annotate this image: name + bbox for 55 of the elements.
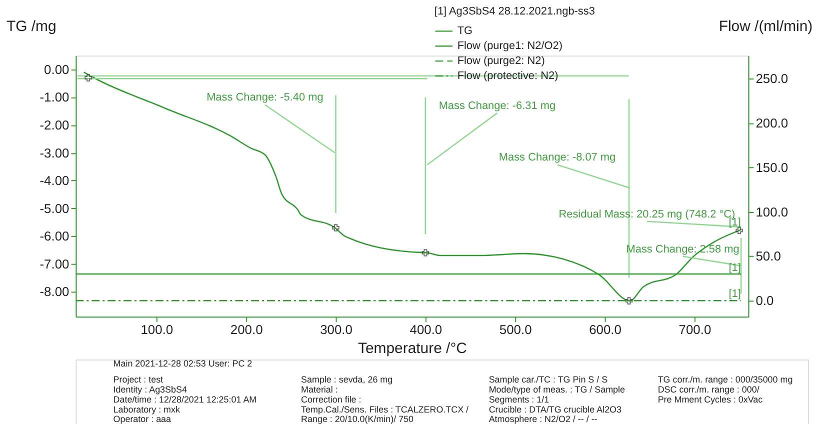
legend-title: [1] Ag3SbS4 28.12.2021.ngb-ss3 <box>434 6 595 18</box>
text: Temp.Cal./Sens. Files : TCALZERO.TCX / <box>301 404 470 414</box>
text: TG corr./m. range : 000/35000 mg <box>658 374 793 384</box>
legend-label: Flow (purge2: N2) <box>457 55 545 68</box>
text: Atmosphere : N2/O2 / -- / -- <box>488 414 598 424</box>
annotation: Mass Change: -5.40 mg <box>206 92 324 104</box>
text: Main 2021-12-28 02:53 User: PC 2 <box>113 358 252 368</box>
text: Date/time : 12/28/2021 12:25:01 AM <box>113 394 257 404</box>
y-tick-label: -6.00 <box>40 228 70 244</box>
text: Operator : aaa <box>113 414 172 424</box>
text: Material : <box>301 384 338 394</box>
text: Correction file : <box>301 394 362 404</box>
annotation: [1] <box>728 288 741 300</box>
text: Crucible : DTA/TG crucible Al2O3 <box>488 404 622 414</box>
y2-tick-label: 50.0 <box>756 248 781 264</box>
x-tick-label: 300.0 <box>320 322 352 338</box>
x-tick-label: 400.0 <box>410 322 442 338</box>
legend-label: Flow (purge1: N2/O2) <box>457 40 562 52</box>
y2-tick-label: 150.0 <box>756 160 788 175</box>
text: Sample car./TC : TG Pin S / S <box>488 374 608 384</box>
y-tick-label: -5.00 <box>40 200 70 216</box>
y-tick-label: 0.00 <box>44 62 70 77</box>
y-tick-label: -3.00 <box>40 145 70 160</box>
y2-tick-label: 250.0 <box>756 71 788 86</box>
text: Project : test <box>113 374 164 384</box>
y-tick-label: -4.00 <box>40 173 70 188</box>
y2-tick-label: 100.0 <box>756 204 788 220</box>
x-tick-label: 500.0 <box>499 322 532 338</box>
annotation: [1] <box>728 216 741 229</box>
x-axis-title: Temperature /°C <box>358 340 468 357</box>
x-tick-label: 100.0 <box>140 322 174 338</box>
y-axis-title: TG /mg <box>6 18 56 36</box>
legend-label: Flow (protective: N2) <box>457 70 558 82</box>
annotation: Mass Change: -8.07 mg <box>498 152 616 164</box>
y2-tick-label: 0.0 <box>756 293 774 308</box>
text: DSC corr./m. range : 000/ <box>658 384 760 394</box>
x-tick-label: 700.0 <box>678 322 712 338</box>
y-tick-label: -1.00 <box>40 90 70 105</box>
annotation: [1] <box>728 262 741 274</box>
y-tick-label: -8.00 <box>40 284 70 300</box>
text: Range : 20/10.0(K/min)/ 750 <box>301 414 414 424</box>
y-tick-label: -2.00 <box>40 117 70 132</box>
y2-axis-title: Flow /(ml/min) <box>718 18 813 36</box>
legend-label: TG <box>457 25 473 38</box>
x-tick-label: 600.0 <box>589 322 622 338</box>
text: Mode/type of meas. : TG / Sample <box>488 384 626 394</box>
y-tick-label: -7.00 <box>40 256 70 272</box>
text: Pre Mment Cycles : 0xVac <box>658 394 764 404</box>
text: Segments : 1/1 <box>488 394 550 404</box>
y2-tick-label: 200.0 <box>756 116 788 131</box>
text: Laboratory : mxk <box>113 404 180 414</box>
text: Identity : Ag3SbS4 <box>113 384 187 394</box>
x-tick-label: 200.0 <box>230 322 263 338</box>
annotation: Mass Change: -6.31 mg <box>438 100 556 112</box>
text: Sample : sevda, 26 mg <box>301 374 393 384</box>
